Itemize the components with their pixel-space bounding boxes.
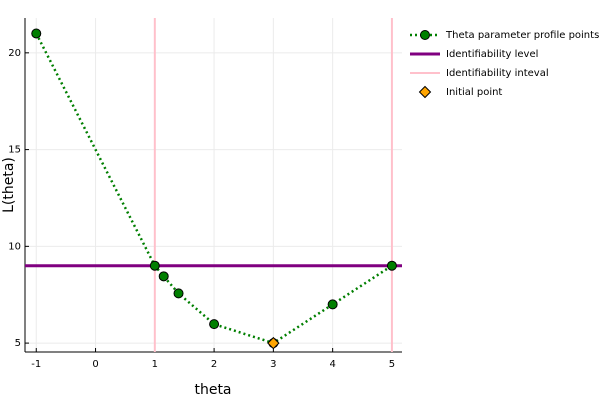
x-tick-label: 2 [211,359,217,370]
profile-point [31,28,42,39]
x-axis-label: theta [194,382,231,398]
initial-point [267,336,280,350]
y-axis-label: L(theta) [1,157,17,213]
x-tick-label: 1 [152,359,158,370]
profile-point [209,319,220,330]
profile-line [35,32,393,345]
profile-point [327,299,338,310]
legend-label: Identifiability level [446,49,538,60]
x-tick-label: 4 [329,359,335,370]
profile-point [158,271,169,282]
legend-label: Theta parameter profile points [445,30,599,41]
profile-point [386,260,397,271]
legend-swatch [418,85,432,99]
legend-swatch [420,30,430,40]
x-tick-label: 3 [270,359,276,370]
profile-point [149,260,160,271]
x-tick-label: -1 [31,359,41,370]
y-tick-label: 15 [8,145,21,156]
x-tick-label: 0 [92,359,98,370]
y-tick-label: 20 [8,48,21,59]
x-tick-label: 5 [389,359,395,370]
legend-label: Identifiability inteval [446,68,549,79]
y-tick-label: 5 [15,338,21,349]
legend-label: Initial point [446,87,502,98]
profile-point [173,288,184,299]
y-tick-label: 10 [8,241,21,252]
